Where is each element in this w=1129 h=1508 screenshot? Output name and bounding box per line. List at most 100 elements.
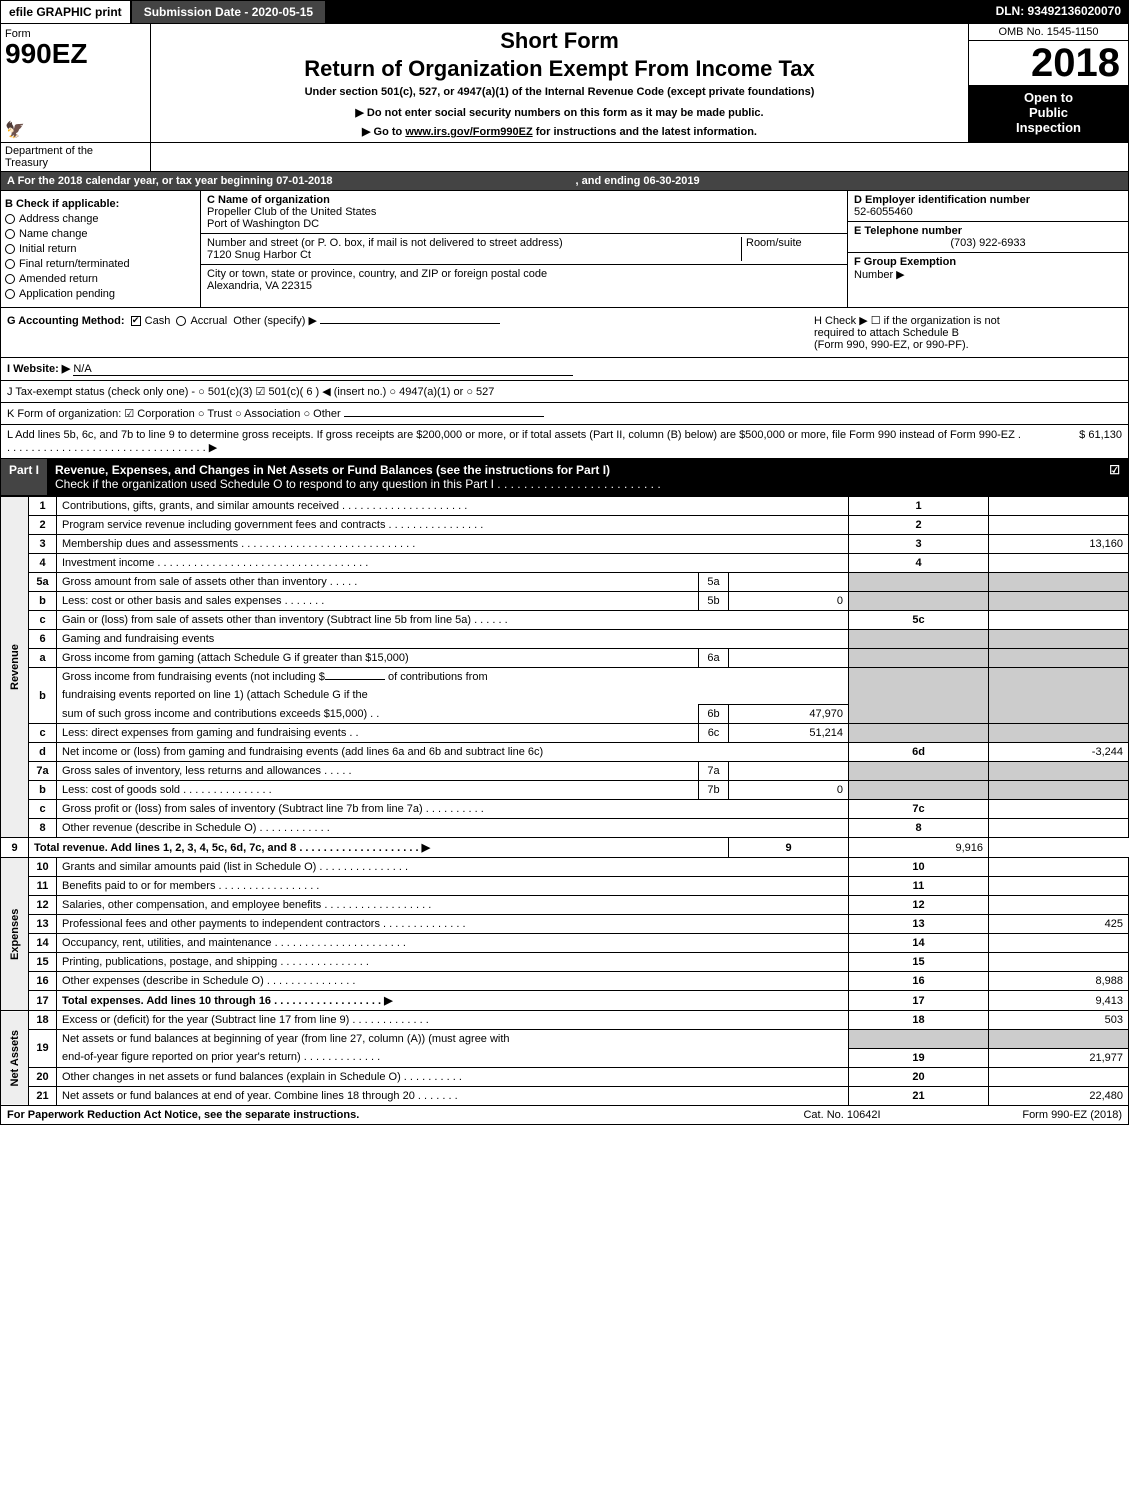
cb-cash[interactable] xyxy=(131,316,141,326)
c-block: C Name of organization Propeller Club of… xyxy=(201,191,848,307)
website-value: N/A xyxy=(73,363,573,376)
l1-r: 1 xyxy=(849,497,989,516)
a-row: A For the 2018 calendar year, or tax yea… xyxy=(0,172,1129,191)
l6c-num: c xyxy=(29,724,57,743)
l13-num: 13 xyxy=(29,915,57,934)
short-form-title: Short Form xyxy=(159,28,960,54)
l20-amt xyxy=(989,1067,1129,1086)
l6a-iv xyxy=(729,649,849,668)
l2-amt xyxy=(989,516,1129,535)
cb-name-change[interactable]: Name change xyxy=(5,228,196,240)
l21-desc: Net assets or fund balances at end of ye… xyxy=(57,1086,849,1105)
h1: H Check ▶ ☐ if the organization is not xyxy=(814,314,1122,327)
l7b-num: b xyxy=(29,781,57,800)
l7b-rshade xyxy=(849,781,989,800)
i-label: I Website: ▶ xyxy=(7,363,70,375)
dept-treasury: Department of the Treasury xyxy=(1,143,151,171)
l-text: L Add lines 5b, 6c, and 7b to line 9 to … xyxy=(7,429,1022,454)
efile-print-button[interactable]: efile GRAPHIC print xyxy=(0,0,131,24)
l7c-r: 7c xyxy=(849,800,989,819)
l6b-d3: fundraising events reported on line 1) (… xyxy=(57,686,849,705)
line-16: 16Other expenses (describe in Schedule O… xyxy=(1,972,1129,991)
l17-amt: 9,413 xyxy=(989,991,1129,1011)
dln-label: DLN: 93492136020070 xyxy=(988,0,1129,24)
line-8: 8Other revenue (describe in Schedule O) … xyxy=(1,819,1129,838)
cb-initial-return[interactable]: Initial return xyxy=(5,243,196,255)
cash-label: Cash xyxy=(145,315,171,327)
l20-num: 20 xyxy=(29,1067,57,1086)
topbar-spacer xyxy=(326,0,987,24)
l7a-rshade xyxy=(849,762,989,781)
do-not-enter-notice: ▶ Do not enter social security numbers o… xyxy=(159,106,960,119)
l6a-num: a xyxy=(29,649,57,668)
line-6: 6Gaming and fundraising events xyxy=(1,630,1129,649)
l9-amt: 9,916 xyxy=(849,838,989,858)
h-check: H Check ▶ ☐ if the organization is not r… xyxy=(808,308,1128,357)
l2-num: 2 xyxy=(29,516,57,535)
room-label: Room/suite xyxy=(746,237,802,249)
l6b-blank[interactable] xyxy=(325,679,385,680)
cb-application-pending[interactable]: Application pending xyxy=(5,288,196,300)
open2: Public xyxy=(973,105,1124,120)
l5a-ashade xyxy=(989,573,1129,592)
line-5c: cGain or (loss) from sale of assets othe… xyxy=(1,611,1129,630)
l6c-ib: 6c xyxy=(699,724,729,743)
l5b-num: b xyxy=(29,592,57,611)
d-label: D Employer identification number xyxy=(854,194,1030,206)
city: Alexandria, VA 22315 xyxy=(207,280,312,292)
c-name-row: C Name of organization Propeller Club of… xyxy=(201,191,847,234)
l10-num: 10 xyxy=(29,858,57,877)
header-right: OMB No. 1545-1150 2018 Open to Public In… xyxy=(968,24,1128,142)
l4-amt xyxy=(989,554,1129,573)
line-7a: 7aGross sales of inventory, less returns… xyxy=(1,762,1129,781)
l6d-r: 6d xyxy=(849,743,989,762)
l6a-ib: 6a xyxy=(699,649,729,668)
line-11: 11Benefits paid to or for members . . . … xyxy=(1,877,1129,896)
goto-line: ▶ Go to www.irs.gov/Form990EZ for instru… xyxy=(159,125,960,138)
l6b-ashade xyxy=(989,668,1129,724)
k-other-input[interactable] xyxy=(344,416,544,417)
part1-checkbox[interactable]: ☑ xyxy=(1101,459,1128,495)
l2-desc: Program service revenue including govern… xyxy=(57,516,849,535)
line-13: 13Professional fees and other payments t… xyxy=(1,915,1129,934)
l8-amt xyxy=(989,819,1129,838)
l6b-iv: 47,970 xyxy=(729,705,849,724)
l12-num: 12 xyxy=(29,896,57,915)
l4-r: 4 xyxy=(849,554,989,573)
l7c-desc: Gross profit or (loss) from sales of inv… xyxy=(57,800,849,819)
line-9: 9Total revenue. Add lines 1, 2, 3, 4, 5c… xyxy=(1,838,1129,858)
dept-center xyxy=(151,143,1128,171)
form-number: 990EZ xyxy=(5,40,146,68)
open-to-public: Open to Public Inspection xyxy=(969,86,1128,142)
l7c-amt xyxy=(989,800,1129,819)
line-18: Net Assets 18Excess or (deficit) for the… xyxy=(1,1011,1129,1030)
addr-label: Number and street (or P. O. box, if mail… xyxy=(207,237,563,249)
line-6c: cLess: direct expenses from gaming and f… xyxy=(1,724,1129,743)
cb-accrual[interactable] xyxy=(176,316,186,326)
l17-num: 17 xyxy=(29,991,57,1011)
l-amount: $ 61,130 xyxy=(1022,429,1122,454)
l6b-d2: of contributions from xyxy=(385,671,488,683)
line-19-2: end-of-year figure reported on prior yea… xyxy=(1,1048,1129,1067)
l12-r: 12 xyxy=(849,896,989,915)
l20-r: 20 xyxy=(849,1067,989,1086)
submission-date-label: Submission Date - 2020-05-15 xyxy=(131,0,326,24)
l17-r: 17 xyxy=(849,991,989,1011)
line-7b: bLess: cost of goods sold . . . . . . . … xyxy=(1,781,1129,800)
cb-amended-return[interactable]: Amended return xyxy=(5,273,196,285)
footer-catno: Cat. No. 10642I xyxy=(742,1109,942,1121)
open1: Open to xyxy=(973,90,1124,105)
l19-ashade xyxy=(989,1030,1129,1049)
other-input[interactable] xyxy=(320,323,500,324)
l14-desc: Occupancy, rent, utilities, and maintena… xyxy=(57,934,849,953)
cb-final-return[interactable]: Final return/terminated xyxy=(5,258,196,270)
cb-address-change[interactable]: Address change xyxy=(5,213,196,225)
goto-link[interactable]: www.irs.gov/Form990EZ xyxy=(405,126,532,138)
line-6a: aGross income from gaming (attach Schedu… xyxy=(1,649,1129,668)
street: 7120 Snug Harbor Ct xyxy=(207,249,311,261)
l17-desc: Total expenses. Add lines 10 through 16 … xyxy=(57,991,849,1011)
l11-r: 11 xyxy=(849,877,989,896)
l14-r: 14 xyxy=(849,934,989,953)
l6d-desc: Net income or (loss) from gaming and fun… xyxy=(57,743,849,762)
l4-num: 4 xyxy=(29,554,57,573)
